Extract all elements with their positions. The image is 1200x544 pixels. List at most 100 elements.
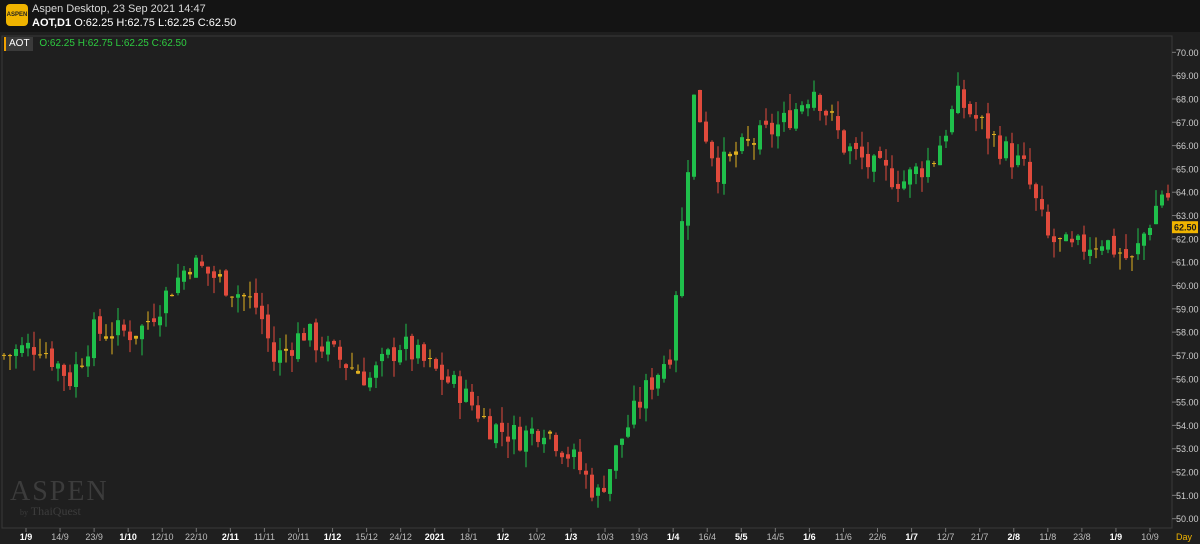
candle-body — [266, 314, 270, 339]
candle-body — [608, 469, 612, 494]
candle-body — [260, 305, 264, 320]
y-tick-label: 62.00 — [1176, 234, 1199, 244]
candle-body — [728, 153, 732, 157]
candle-body — [506, 436, 510, 442]
candle-body — [560, 452, 564, 458]
candle-body — [440, 364, 444, 380]
candle-body — [236, 294, 240, 298]
candle-body — [620, 438, 624, 445]
candle-body — [644, 380, 648, 409]
candle-body — [242, 294, 246, 297]
x-axis-unit: Day — [1176, 532, 1193, 542]
candle-body — [656, 374, 660, 389]
candle-body — [338, 346, 342, 360]
candle-body — [1118, 252, 1122, 254]
candle-body — [278, 350, 282, 363]
candle-body — [752, 143, 756, 145]
candle-body — [956, 85, 960, 114]
candle-body — [1088, 249, 1092, 256]
candle-body — [410, 335, 414, 360]
candle-body — [296, 333, 300, 360]
x-tick-label: 14/5 — [767, 532, 785, 542]
title-bar: ASPEN Aspen Desktop, 23 Sep 2021 14:47 A… — [0, 0, 1200, 32]
candle-body — [1154, 205, 1158, 225]
watermark-thaiquest: by ThaiQuest — [20, 504, 109, 519]
candle-body — [374, 365, 378, 378]
x-tick-label: 2021 — [425, 532, 445, 542]
x-tick-label: 22/6 — [869, 532, 887, 542]
candle-body — [200, 261, 204, 266]
candle-body — [218, 274, 222, 277]
watermark: ASPEN by ThaiQuest — [10, 476, 109, 519]
candle-body — [1112, 235, 1116, 255]
candle-body — [344, 364, 348, 368]
candle-body — [470, 391, 474, 406]
candle-body — [536, 430, 540, 442]
candle-body — [308, 323, 312, 341]
x-tick-label: 21/7 — [971, 532, 989, 542]
x-tick-label: 10/9 — [1141, 532, 1159, 542]
y-tick-label: 66.00 — [1176, 141, 1199, 151]
candle-body — [1010, 143, 1014, 168]
candle-body — [1160, 194, 1164, 206]
x-tick-label: 1/4 — [667, 532, 680, 542]
x-tick-label: 22/10 — [185, 532, 208, 542]
candle-body — [596, 487, 600, 496]
candle-body — [554, 434, 558, 452]
candle-body — [80, 365, 84, 367]
watermark-brand: ThaiQuest — [30, 504, 81, 518]
candle-body — [104, 336, 108, 339]
candle-body — [692, 94, 696, 177]
candle-body — [1076, 235, 1080, 240]
candle-body — [368, 377, 372, 388]
candle-body — [254, 292, 258, 308]
candle-body — [1052, 236, 1056, 243]
candle-body — [848, 146, 852, 152]
x-axis[interactable]: 1/9 14/9 23/9 1/10 12/10 22/10 2/11 11/11 20/11 1… — [20, 528, 1193, 542]
candle-body — [272, 342, 276, 362]
y-tick-label: 63.00 — [1176, 211, 1199, 221]
candle-body — [836, 116, 840, 131]
candle-body — [926, 160, 930, 178]
x-tick-label: 11/8 — [1039, 532, 1056, 542]
candle-body — [818, 94, 822, 111]
candle-body — [500, 422, 504, 432]
candle-body — [938, 145, 942, 166]
candle-body — [860, 146, 864, 158]
candle-body — [944, 135, 948, 142]
candle-body — [548, 431, 552, 434]
candle-body — [14, 349, 18, 356]
y-axis[interactable]: 70.00 69.00 68.00 67.00 66.00 65.00 64.00 63.00… — [1172, 48, 1199, 524]
candle-body — [902, 181, 906, 189]
candle-body — [542, 437, 546, 445]
symbol-label[interactable]: AOT — [4, 37, 33, 51]
candle-body — [866, 153, 870, 168]
candle-body — [392, 347, 396, 362]
candle-body — [746, 139, 750, 141]
y-tick-label: 50.00 — [1176, 514, 1199, 524]
y-tick-label: 58.00 — [1176, 328, 1199, 338]
y-tick-label: 55.00 — [1176, 398, 1199, 408]
candle-body — [152, 318, 156, 323]
x-tick-label: 10/2 — [528, 532, 546, 542]
candle-body — [134, 335, 138, 339]
candle-body — [884, 159, 888, 166]
candles — [2, 72, 1170, 508]
candle-body — [398, 350, 402, 363]
candle-body — [212, 271, 216, 278]
candle-body — [62, 364, 66, 376]
candle-body — [650, 377, 654, 390]
candle-body — [1166, 193, 1170, 198]
candle-body — [1022, 155, 1026, 159]
candle-body — [680, 221, 684, 297]
candle-body — [992, 133, 996, 135]
candle-body — [164, 290, 168, 314]
x-tick-label: 1/2 — [497, 532, 510, 542]
candle-body — [8, 355, 12, 357]
candle-body — [140, 325, 144, 340]
x-tick-label: 1/9 — [20, 532, 33, 542]
candle-body — [842, 130, 846, 153]
candle-body — [464, 388, 468, 402]
candle-body — [512, 424, 516, 440]
